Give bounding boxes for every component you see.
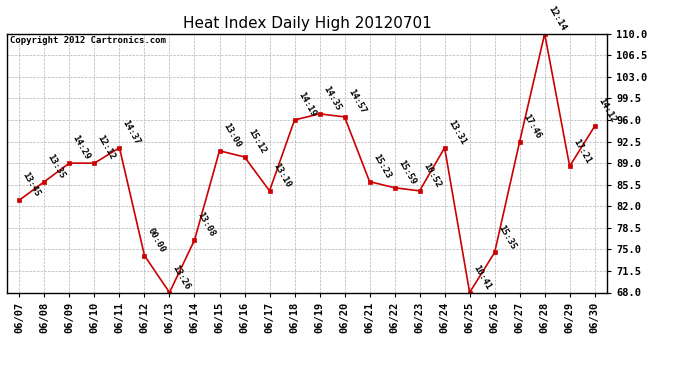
Text: Copyright 2012 Cartronics.com: Copyright 2012 Cartronics.com: [10, 36, 166, 45]
Title: Heat Index Daily High 20120701: Heat Index Daily High 20120701: [183, 16, 431, 31]
Text: 15:59: 15:59: [396, 159, 417, 186]
Text: 14:37: 14:37: [121, 118, 142, 146]
Text: 14:35: 14:35: [321, 85, 342, 112]
Text: 12:12: 12:12: [96, 134, 117, 162]
Text: 12:14: 12:14: [546, 4, 567, 32]
Text: 13:45: 13:45: [21, 171, 42, 199]
Text: 10:41: 10:41: [471, 263, 492, 291]
Text: 15:12: 15:12: [246, 128, 267, 156]
Text: 17:46: 17:46: [521, 112, 542, 140]
Text: 13:10: 13:10: [271, 162, 292, 189]
Text: 10:52: 10:52: [421, 162, 442, 189]
Text: 15:35: 15:35: [496, 223, 518, 251]
Text: 15:23: 15:23: [371, 153, 392, 180]
Text: 13:00: 13:00: [221, 122, 242, 149]
Text: 13:26: 13:26: [171, 263, 192, 291]
Text: 14:19: 14:19: [296, 91, 317, 118]
Text: 14:57: 14:57: [346, 88, 367, 116]
Text: 00:00: 00:00: [146, 226, 167, 254]
Text: 13:08: 13:08: [196, 211, 217, 239]
Text: 14:29: 14:29: [71, 134, 92, 162]
Text: 17:21: 17:21: [571, 137, 592, 165]
Text: 14:12: 14:12: [596, 97, 618, 125]
Text: 13:35: 13:35: [46, 153, 67, 180]
Text: 13:31: 13:31: [446, 118, 467, 146]
